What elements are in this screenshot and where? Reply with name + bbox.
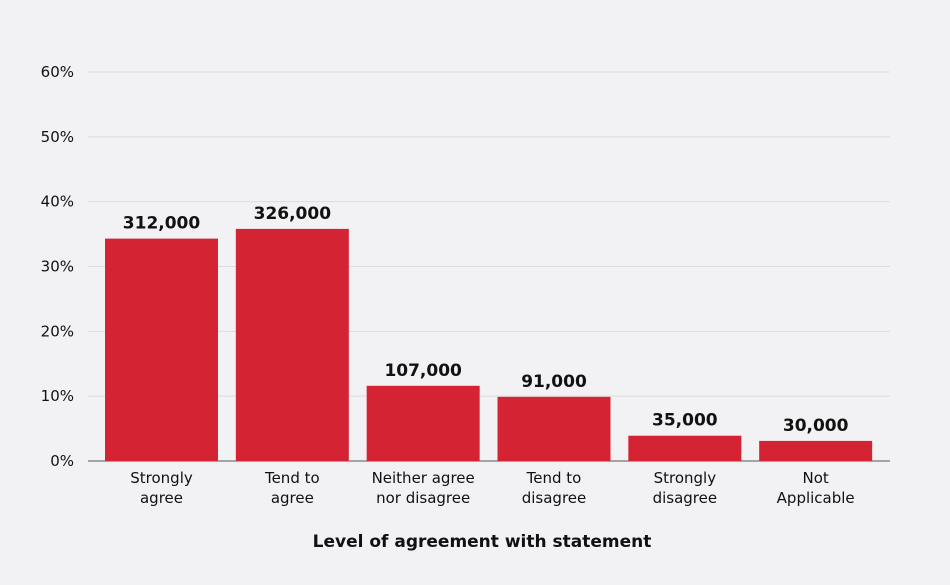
y-tick-label: 60% xyxy=(41,63,74,81)
x-tick-label: Applicable xyxy=(777,489,855,507)
x-tick-label: Tend to xyxy=(264,469,320,487)
data-label: 91,000 xyxy=(521,372,587,392)
bar xyxy=(759,440,873,461)
x-tick-label: Tend to xyxy=(526,469,582,487)
x-tick-label: Strongly xyxy=(130,469,193,487)
x-tick-label: nor disagree xyxy=(376,489,470,507)
x-tick-label: Not xyxy=(803,469,829,487)
x-tick-label: disagree xyxy=(653,489,718,507)
data-label: 326,000 xyxy=(254,204,332,224)
x-tick-label: Strongly xyxy=(654,469,717,487)
x-tick-label: agree xyxy=(271,489,314,507)
bar xyxy=(235,228,349,461)
y-tick-label: 20% xyxy=(41,322,74,340)
x-tick-label: Neither agree xyxy=(372,469,475,487)
y-tick-label: 0% xyxy=(50,452,74,470)
x-tick-label: agree xyxy=(140,489,183,507)
y-tick-label: 30% xyxy=(41,258,74,276)
data-label: 35,000 xyxy=(652,411,718,431)
bar xyxy=(628,435,742,461)
bar xyxy=(105,238,218,461)
y-tick-label: 40% xyxy=(41,193,74,211)
data-label: 30,000 xyxy=(783,416,849,436)
data-label: 107,000 xyxy=(384,361,462,381)
bar xyxy=(497,396,611,461)
x-tick-label: disagree xyxy=(522,489,587,507)
bar xyxy=(366,385,480,461)
x-axis-title: Level of agreement with statement xyxy=(313,532,652,552)
y-tick-label: 50% xyxy=(41,128,74,146)
data-label: 312,000 xyxy=(123,214,201,234)
y-tick-label: 10% xyxy=(41,387,74,405)
